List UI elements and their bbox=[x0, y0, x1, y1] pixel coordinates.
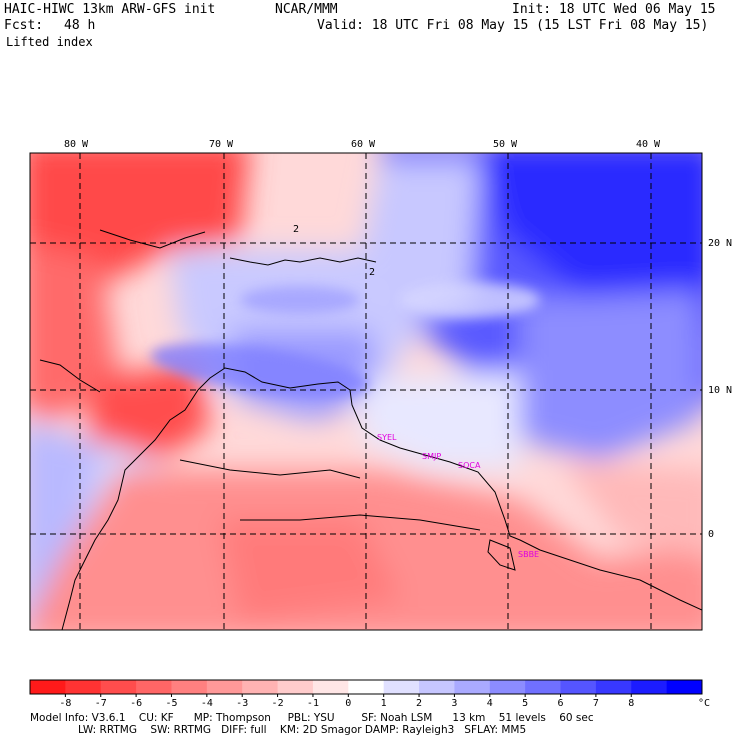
init-time: Init: 18 UTC Wed 06 May 15 bbox=[512, 2, 716, 17]
colorbar-tick-label: -5 bbox=[165, 698, 177, 709]
colorbar-swatch bbox=[454, 680, 491, 694]
colorbar-tick-label: 2 bbox=[416, 698, 422, 709]
lon-label-70w: 70 W bbox=[209, 139, 234, 150]
colorbar-swatch bbox=[312, 680, 349, 694]
colorbar-tick-label: -3 bbox=[236, 698, 248, 709]
lon-label-40w: 40 W bbox=[636, 139, 661, 150]
colorbar-swatch bbox=[206, 680, 243, 694]
colorbar-swatch bbox=[277, 680, 314, 694]
model-title: HAIC-HIWC 13km ARW-GFS init bbox=[4, 2, 216, 17]
colorbar-swatch bbox=[100, 680, 137, 694]
forecast-hours: 48 h bbox=[64, 18, 96, 33]
lat-label-10n: 10 N bbox=[708, 385, 732, 396]
field-name: Lifted index bbox=[6, 35, 93, 49]
forecast-label: Fcst: bbox=[4, 18, 44, 33]
colorbar-tick-label: 4 bbox=[487, 698, 493, 709]
colorbar-tick-label: -2 bbox=[272, 698, 284, 709]
colorbar-tick-label: 6 bbox=[558, 698, 564, 709]
colorbar: -8 -7 -6 -5 -4 -3 -2 -1 0 1 2 3 4 5 6 7 8 °C bbox=[29, 679, 710, 709]
colorbar-tick-label: 0 bbox=[345, 698, 351, 709]
colorbar-tick-label: -6 bbox=[130, 698, 142, 709]
colorbar-tick-label: 3 bbox=[451, 698, 457, 709]
colorbar-tick-label: 8 bbox=[628, 698, 634, 709]
colorbar-unit: °C bbox=[698, 698, 710, 709]
colorbar-tick-label: 7 bbox=[593, 698, 599, 709]
station-sbbe: SBBE bbox=[518, 550, 539, 559]
station-soca: SOCA bbox=[458, 461, 481, 470]
colorbar-swatch bbox=[631, 680, 668, 694]
lon-label-50w: 50 W bbox=[493, 139, 518, 150]
colorbar-tick-label: -8 bbox=[59, 698, 71, 709]
colorbar-swatch bbox=[348, 680, 385, 694]
colorbar-swatch bbox=[136, 680, 172, 694]
lon-label-60w: 60 W bbox=[351, 139, 376, 150]
colorbar-swatch bbox=[560, 680, 597, 694]
station-syel: SYEL bbox=[377, 433, 397, 442]
colorbar-swatch bbox=[489, 680, 526, 694]
colorbar-tick-label: 1 bbox=[381, 698, 387, 709]
map-frame bbox=[29, 152, 703, 631]
organization-label: NCAR/MMM bbox=[275, 2, 338, 17]
colorbar-swatch bbox=[383, 680, 420, 694]
colorbar-swatch bbox=[65, 680, 102, 694]
model-info-line2: LW: RRTMG SW: RRTMG DIFF: full KM: 2D Sm… bbox=[78, 724, 527, 736]
colorbar-tick-label: -4 bbox=[201, 698, 213, 709]
colorbar-swatch bbox=[595, 680, 632, 694]
valid-time: Valid: 18 UTC Fri 08 May 15 (15 LST Fri … bbox=[317, 18, 709, 33]
contour-label: 2 bbox=[369, 267, 375, 278]
lon-label-80w: 80 W bbox=[64, 139, 89, 150]
contour-label: 2 bbox=[293, 224, 299, 235]
colorbar-swatch bbox=[419, 680, 455, 694]
coastlines bbox=[39, 229, 702, 630]
colorbar-swatch bbox=[171, 680, 208, 694]
colorbar-tick-label: -7 bbox=[95, 698, 107, 709]
station-smjp: SMJP bbox=[422, 452, 441, 461]
colorbar-swatch bbox=[242, 680, 279, 694]
colorbar-swatch bbox=[30, 680, 66, 694]
lat-label-20n: 20 N bbox=[708, 238, 732, 249]
lat-label-0: 0 bbox=[708, 529, 714, 540]
colorbar-tick-label: -1 bbox=[307, 698, 319, 709]
colorbar-swatch bbox=[666, 680, 703, 694]
model-info-line1: Model Info: V3.6.1 CU: KF MP: Thompson P… bbox=[30, 712, 594, 724]
colorbar-tick-label: 5 bbox=[522, 698, 528, 709]
field-shading bbox=[30, 153, 702, 630]
graticule bbox=[30, 153, 702, 630]
colorbar-frame bbox=[29, 679, 703, 695]
colorbar-swatch bbox=[525, 680, 562, 694]
